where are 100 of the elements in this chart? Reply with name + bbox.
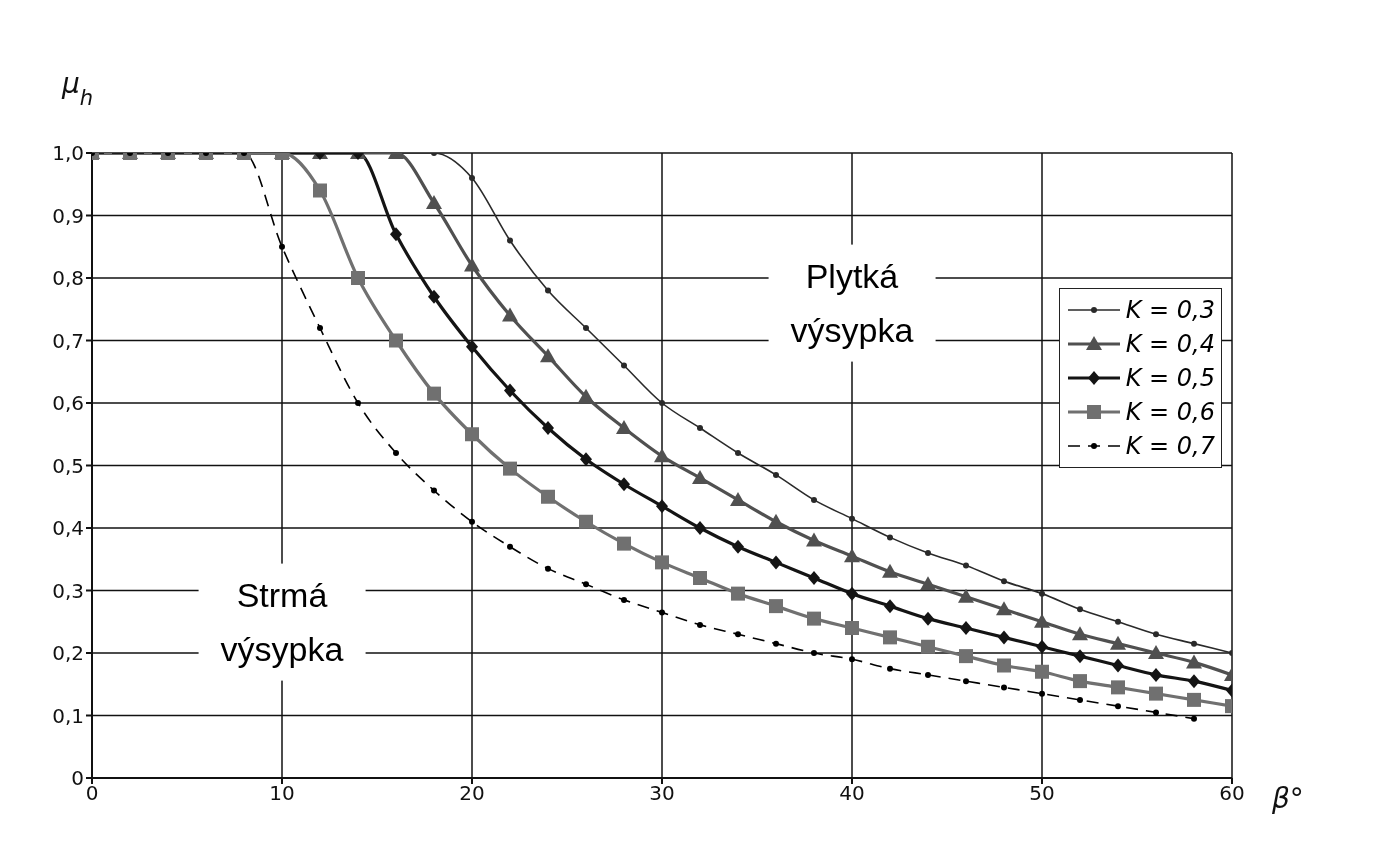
legend-label: K = 0,4 <box>1125 330 1215 358</box>
point <box>659 609 665 616</box>
point <box>768 513 784 528</box>
point <box>811 650 817 656</box>
point <box>618 477 630 492</box>
point <box>1115 618 1121 625</box>
point <box>1153 631 1159 638</box>
point <box>393 450 399 456</box>
point <box>731 586 745 601</box>
point <box>1150 667 1162 682</box>
y-tick-label: 0,7 <box>52 328 84 353</box>
point <box>1077 696 1083 703</box>
point <box>1039 590 1045 597</box>
point <box>807 611 821 626</box>
point <box>960 621 972 635</box>
point <box>998 630 1010 645</box>
legend-label: K = 0,5 <box>1125 364 1215 392</box>
point <box>963 678 969 685</box>
point <box>925 550 931 556</box>
point <box>1074 649 1086 664</box>
point <box>887 665 893 672</box>
point <box>849 515 855 522</box>
point <box>997 658 1011 673</box>
point <box>693 571 707 585</box>
point <box>507 543 513 550</box>
point <box>773 640 779 647</box>
annotation: Plytká výsypka <box>790 255 914 351</box>
point <box>1115 703 1121 710</box>
point <box>1039 690 1045 697</box>
point <box>1186 654 1202 669</box>
y-tick-label: 0,8 <box>52 266 84 291</box>
point <box>580 452 592 467</box>
point <box>469 175 475 181</box>
y-tick-label: 0,6 <box>52 391 84 416</box>
point <box>427 386 441 401</box>
point <box>355 400 361 406</box>
point <box>773 471 779 478</box>
point <box>317 325 323 331</box>
x-tick-label: 40 <box>839 781 865 806</box>
point <box>697 621 703 628</box>
point <box>963 562 969 569</box>
point <box>466 339 478 354</box>
point <box>808 571 820 585</box>
point <box>390 227 402 242</box>
point <box>1077 606 1083 613</box>
point <box>844 548 860 563</box>
point <box>1034 613 1050 628</box>
point <box>1153 709 1159 716</box>
point <box>925 671 931 678</box>
point <box>735 631 741 638</box>
point <box>884 599 896 614</box>
point <box>1036 639 1048 654</box>
point <box>540 348 556 363</box>
point <box>583 325 589 331</box>
point <box>545 287 551 294</box>
point <box>431 487 437 494</box>
point <box>735 450 741 456</box>
point <box>1191 715 1197 722</box>
legend-label: K = 0,7 <box>1125 432 1215 460</box>
point <box>1035 664 1049 679</box>
point <box>882 563 898 578</box>
point <box>922 611 934 626</box>
point <box>583 581 589 588</box>
point <box>545 565 551 572</box>
point <box>921 639 935 654</box>
point <box>469 518 475 525</box>
y-tick-label: 0,5 <box>52 453 84 478</box>
x-tick-label: 30 <box>649 781 675 806</box>
point <box>659 400 665 406</box>
point <box>428 289 440 304</box>
point <box>621 362 627 369</box>
x-axis-title: β° <box>1271 781 1304 815</box>
point <box>426 195 442 209</box>
point <box>806 532 822 547</box>
point <box>351 271 365 285</box>
point <box>1001 578 1007 585</box>
point <box>692 470 708 484</box>
point <box>1072 626 1088 641</box>
point <box>578 388 594 403</box>
point <box>958 588 974 603</box>
point <box>811 496 817 503</box>
point <box>1187 692 1201 707</box>
point <box>617 536 631 551</box>
point <box>1188 674 1200 689</box>
point <box>845 621 859 635</box>
point <box>1191 640 1197 647</box>
point <box>502 307 518 322</box>
annotation: Strmá výsypka <box>220 574 344 670</box>
point <box>465 427 479 442</box>
point <box>846 586 858 601</box>
point <box>920 576 936 591</box>
point <box>621 596 627 603</box>
point <box>697 425 703 431</box>
point <box>279 243 285 250</box>
legend-label: K = 0,3 <box>1125 296 1215 324</box>
point <box>732 539 744 554</box>
point <box>507 237 513 244</box>
y-tick-label: 0,9 <box>52 203 84 228</box>
point <box>313 183 327 198</box>
point <box>655 555 669 570</box>
